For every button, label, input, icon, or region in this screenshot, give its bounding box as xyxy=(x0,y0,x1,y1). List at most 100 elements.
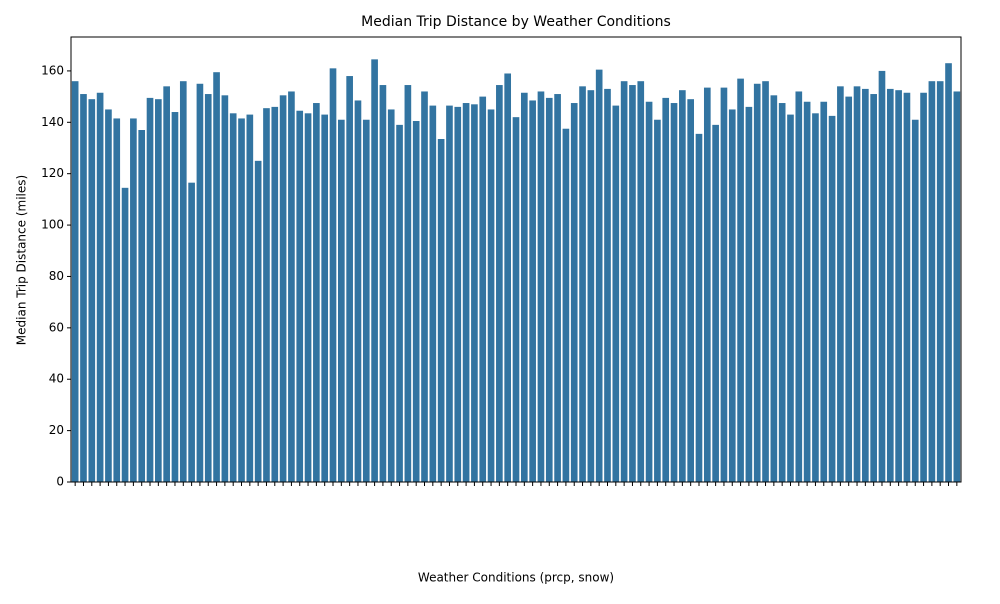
bar xyxy=(629,85,636,483)
bar xyxy=(146,97,154,482)
bar xyxy=(537,91,545,483)
bar xyxy=(778,103,786,482)
y-tick-label: 0 xyxy=(56,475,64,489)
bar xyxy=(803,101,811,482)
bar xyxy=(504,73,512,483)
y-tick-label: 60 xyxy=(49,320,64,334)
bar xyxy=(279,95,287,482)
bar xyxy=(529,100,536,483)
bar xyxy=(213,72,220,482)
bar xyxy=(171,112,179,482)
bar xyxy=(670,103,678,482)
plot-frame xyxy=(70,36,962,483)
bar xyxy=(163,86,170,482)
bar xyxy=(545,97,553,482)
bar xyxy=(579,86,586,482)
chart-title: Median Trip Distance by Weather Conditio… xyxy=(361,14,671,30)
bar xyxy=(479,96,487,482)
bar xyxy=(703,87,711,482)
bar xyxy=(155,99,162,483)
bar xyxy=(429,105,437,482)
bar xyxy=(204,94,212,482)
bar xyxy=(80,94,87,482)
bar xyxy=(828,115,836,483)
bar xyxy=(762,81,769,483)
bar xyxy=(853,86,861,482)
bar xyxy=(271,106,279,483)
bar xyxy=(928,81,936,483)
bar xyxy=(321,114,329,482)
bar xyxy=(911,119,919,482)
bar xyxy=(304,113,312,482)
bar xyxy=(737,78,744,482)
bar xyxy=(354,100,362,483)
bar xyxy=(96,92,104,482)
bar xyxy=(88,99,96,483)
bar xyxy=(920,92,927,482)
bar xyxy=(229,113,237,482)
bar xyxy=(787,114,794,482)
bar xyxy=(113,118,121,483)
bar xyxy=(188,182,195,482)
bar xyxy=(903,92,911,482)
bar xyxy=(945,63,952,482)
bar xyxy=(895,90,902,483)
bar xyxy=(454,106,462,483)
bar xyxy=(338,119,345,482)
bar xyxy=(396,124,403,483)
bar xyxy=(878,70,886,482)
bar xyxy=(346,76,353,483)
bar xyxy=(462,103,470,482)
bar xyxy=(105,109,112,483)
bar xyxy=(728,109,736,483)
y-tick-label: 120 xyxy=(41,166,64,180)
bar xyxy=(196,83,204,482)
bar xyxy=(845,96,853,482)
y-tick-label: 40 xyxy=(49,372,64,386)
bar xyxy=(296,110,304,482)
bar xyxy=(645,101,653,482)
bar xyxy=(837,86,844,482)
bar xyxy=(138,130,146,482)
bar xyxy=(562,128,570,482)
bar xyxy=(263,108,270,483)
bar xyxy=(496,85,503,483)
bar xyxy=(936,81,944,483)
bar xyxy=(953,91,961,483)
bar xyxy=(612,105,620,482)
bar xyxy=(654,119,661,482)
bar xyxy=(595,69,603,482)
bar xyxy=(720,87,728,482)
bar xyxy=(695,133,703,483)
y-tick-label: 140 xyxy=(41,115,64,129)
bar xyxy=(313,103,320,482)
bar xyxy=(604,88,611,482)
bar xyxy=(288,91,295,483)
bar xyxy=(362,119,370,482)
bar xyxy=(570,103,578,482)
bar xyxy=(387,109,395,483)
bar xyxy=(795,91,803,483)
bar xyxy=(812,113,819,482)
bar xyxy=(662,97,670,482)
bar xyxy=(770,95,778,482)
bar xyxy=(512,117,520,483)
y-axis-label: Median Trip Distance (miles) xyxy=(15,175,29,345)
bar xyxy=(130,118,137,483)
bar xyxy=(404,85,412,483)
bar xyxy=(554,94,561,482)
bar xyxy=(238,118,245,483)
y-tick-label: 80 xyxy=(49,269,64,283)
bar xyxy=(886,88,894,482)
bar xyxy=(712,124,719,483)
bar xyxy=(820,101,828,482)
bar xyxy=(179,81,187,483)
bar xyxy=(121,187,129,483)
bar xyxy=(421,91,428,483)
bar xyxy=(679,90,686,483)
bar xyxy=(446,105,453,482)
x-axis-label: Weather Conditions (prcp, snow) xyxy=(418,571,614,585)
y-tick-label: 20 xyxy=(49,423,64,437)
bar xyxy=(870,94,877,482)
